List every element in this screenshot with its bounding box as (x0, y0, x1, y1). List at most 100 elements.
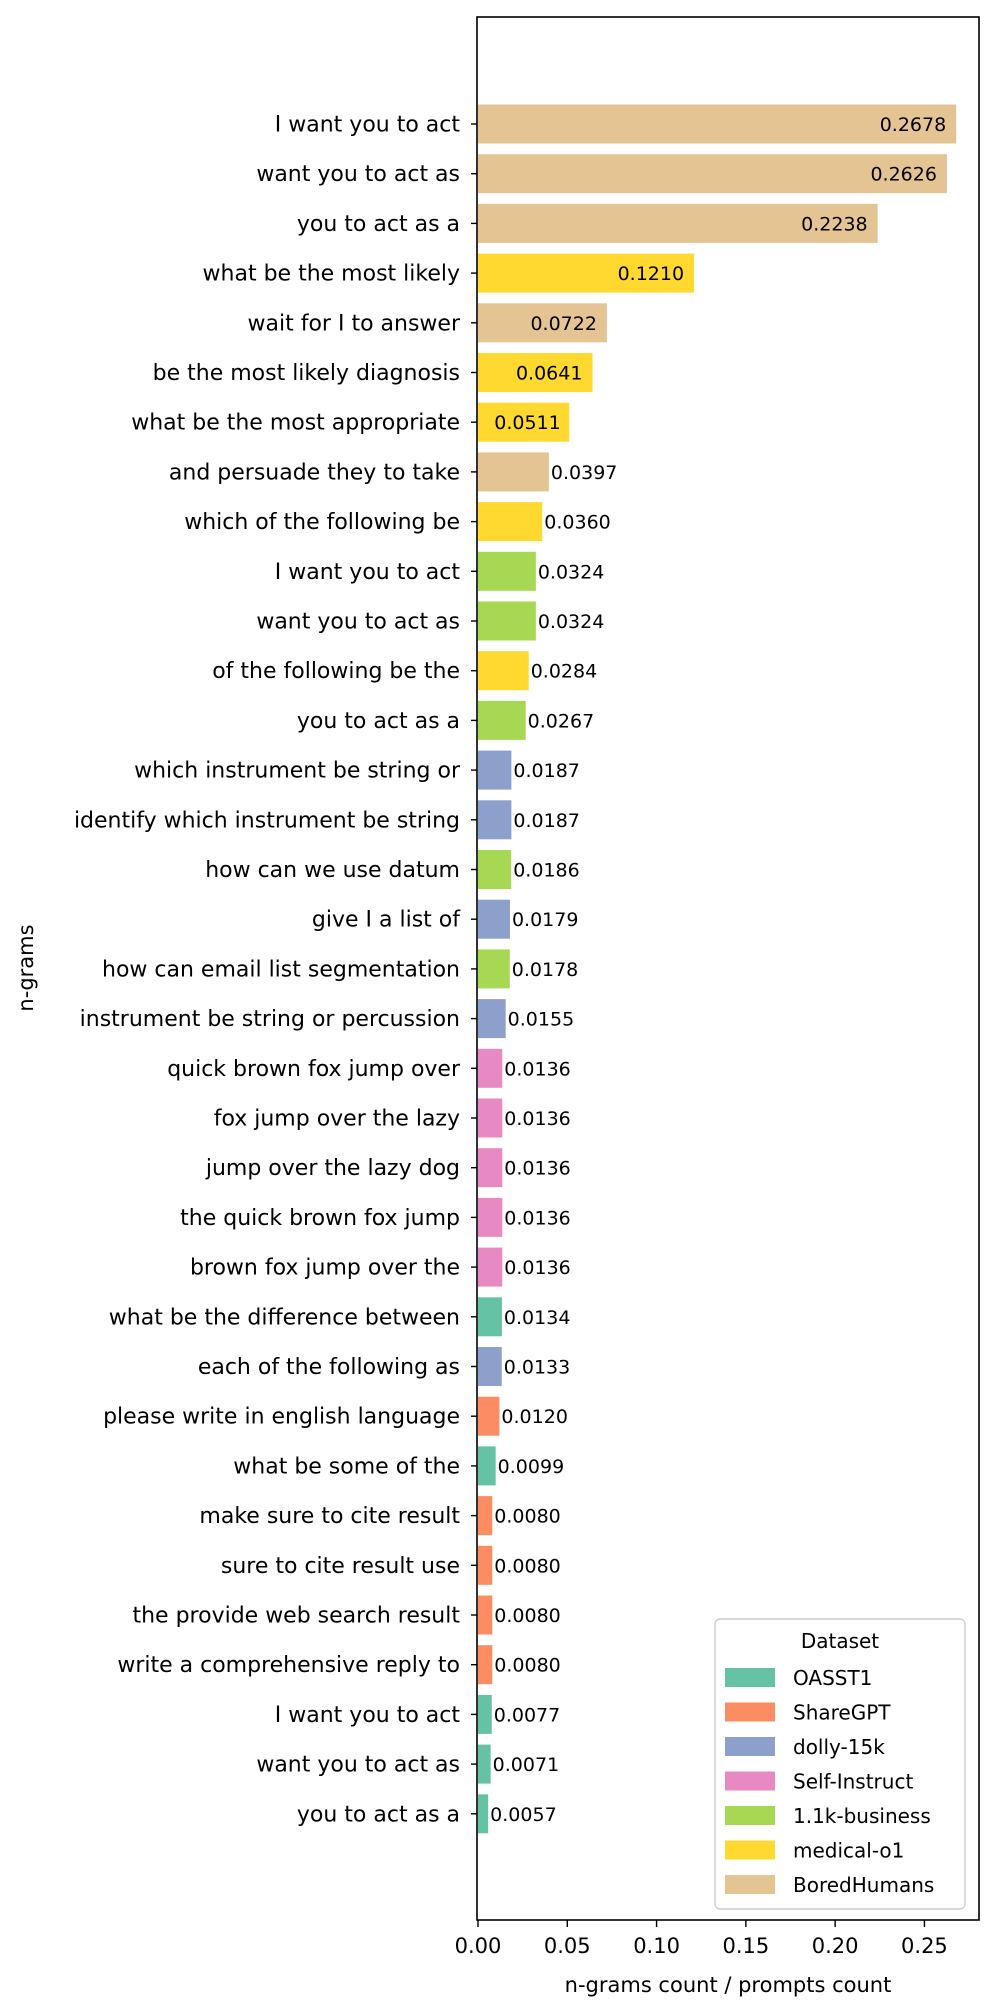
bars-layer (478, 104, 957, 1834)
bar (478, 154, 947, 194)
bar (478, 104, 957, 144)
bar (478, 1446, 496, 1486)
bar (478, 1545, 493, 1585)
category-label: identify which instrument be string (74, 808, 460, 833)
bar (478, 800, 512, 840)
value-label: 0.0077 (494, 1704, 560, 1726)
bar (478, 452, 549, 492)
category-label: each of the following as (198, 1355, 460, 1380)
category-label: make sure to cite result (199, 1504, 460, 1529)
bar (478, 402, 570, 442)
bar (478, 899, 510, 939)
bar (478, 1297, 502, 1337)
value-label: 0.0324 (538, 561, 604, 583)
category-label: which of the following be (184, 510, 460, 535)
value-label: 0.0080 (494, 1605, 560, 1627)
value-label: 0.0722 (530, 313, 596, 335)
category-label: fox jump over the lazy (214, 1107, 460, 1132)
value-label: 0.0187 (513, 810, 579, 832)
value-label: 0.0324 (538, 611, 604, 633)
category-label: and persuade they to take (169, 460, 460, 485)
bar (478, 203, 878, 243)
value-label: 0.1210 (618, 263, 684, 285)
legend-swatch (725, 1806, 775, 1825)
legend-box (714, 1618, 966, 1910)
bar (478, 601, 536, 641)
value-label: 0.0136 (504, 1207, 570, 1229)
category-label: be the most likely diagnosis (153, 361, 460, 386)
bar (478, 700, 526, 740)
category-label: you to act as a (297, 1802, 460, 1827)
bar (478, 1048, 503, 1088)
value-label: 0.0186 (513, 860, 579, 882)
x-tick-label: 0.10 (633, 1934, 680, 1958)
labels-layer: I want you to act 0.2678 want you to act a… (74, 113, 946, 1828)
legend-swatch (725, 1668, 775, 1687)
bar (478, 1694, 492, 1734)
category-label: which instrument be string or (134, 759, 461, 784)
category-label: want you to act as (256, 162, 460, 187)
value-label: 0.0136 (504, 1257, 570, 1279)
category-label: please write in english language (103, 1405, 460, 1430)
x-tick-label: 0.20 (812, 1934, 859, 1958)
category-label: I want you to act (275, 1703, 461, 1728)
value-label: 0.0133 (504, 1357, 570, 1379)
legend-label: 1.1k-business (793, 1804, 931, 1828)
bar (478, 1645, 493, 1685)
bar (478, 1396, 500, 1436)
bar (478, 303, 607, 343)
value-label: 0.0057 (490, 1804, 556, 1826)
bar (478, 999, 506, 1039)
category-label: want you to act as (256, 610, 460, 635)
bar (478, 1098, 503, 1138)
legend-title: Dataset (801, 1629, 879, 1653)
value-label: 0.0267 (528, 710, 594, 732)
value-label: 0.2238 (801, 213, 867, 235)
bar (478, 1148, 503, 1188)
x-axis: 0.00 0.05 0.10 0.15 0.20 0.25 (455, 1920, 948, 1958)
category-label: give I a list of (312, 908, 461, 933)
x-tick-label: 0.05 (544, 1934, 591, 1958)
category-label: wait for I to answer (248, 311, 461, 336)
x-tick-label: 0.25 (901, 1934, 948, 1958)
bar (478, 1595, 493, 1635)
bar (478, 253, 695, 293)
legend: Dataset OASST1 ShareGPT dolly-15k Self-Instr… (714, 1618, 966, 1910)
bar (478, 1347, 502, 1386)
value-label: 0.0511 (494, 412, 560, 434)
legend-swatch (725, 1737, 775, 1756)
category-label: what be the most appropriate (131, 411, 460, 436)
category-label: what be the difference between (109, 1305, 460, 1330)
x-tick-label: 0.00 (455, 1934, 502, 1958)
bar (478, 353, 593, 392)
category-label: you to act as a (297, 709, 460, 734)
value-label: 0.2626 (870, 164, 936, 186)
category-label: I want you to act (275, 560, 461, 585)
value-label: 0.0136 (504, 1158, 570, 1180)
legend-label: BoredHumans (793, 1873, 934, 1897)
value-label: 0.0136 (504, 1058, 570, 1080)
category-label: sure to cite result use (221, 1554, 460, 1579)
value-label: 0.0071 (493, 1754, 559, 1776)
legend-swatch (725, 1875, 775, 1894)
bar (478, 1744, 491, 1784)
category-label: I want you to act (275, 113, 461, 138)
value-label: 0.0360 (544, 512, 610, 534)
legend-label: ShareGPT (793, 1701, 891, 1725)
value-label: 0.0284 (531, 661, 597, 683)
bar (478, 502, 543, 542)
bar (478, 949, 510, 989)
category-label: of the following be the (212, 659, 460, 684)
bar (478, 1496, 493, 1536)
plot-frame (476, 16, 980, 1921)
value-label: 0.0155 (508, 1009, 574, 1031)
legend-label: dolly-15k (793, 1735, 885, 1759)
bar (478, 750, 512, 790)
x-axis-title: n-grams count / prompts count (565, 1973, 892, 1997)
bar (478, 1197, 503, 1237)
bar (478, 850, 512, 889)
legend-swatch (725, 1702, 775, 1722)
bar (478, 651, 529, 691)
